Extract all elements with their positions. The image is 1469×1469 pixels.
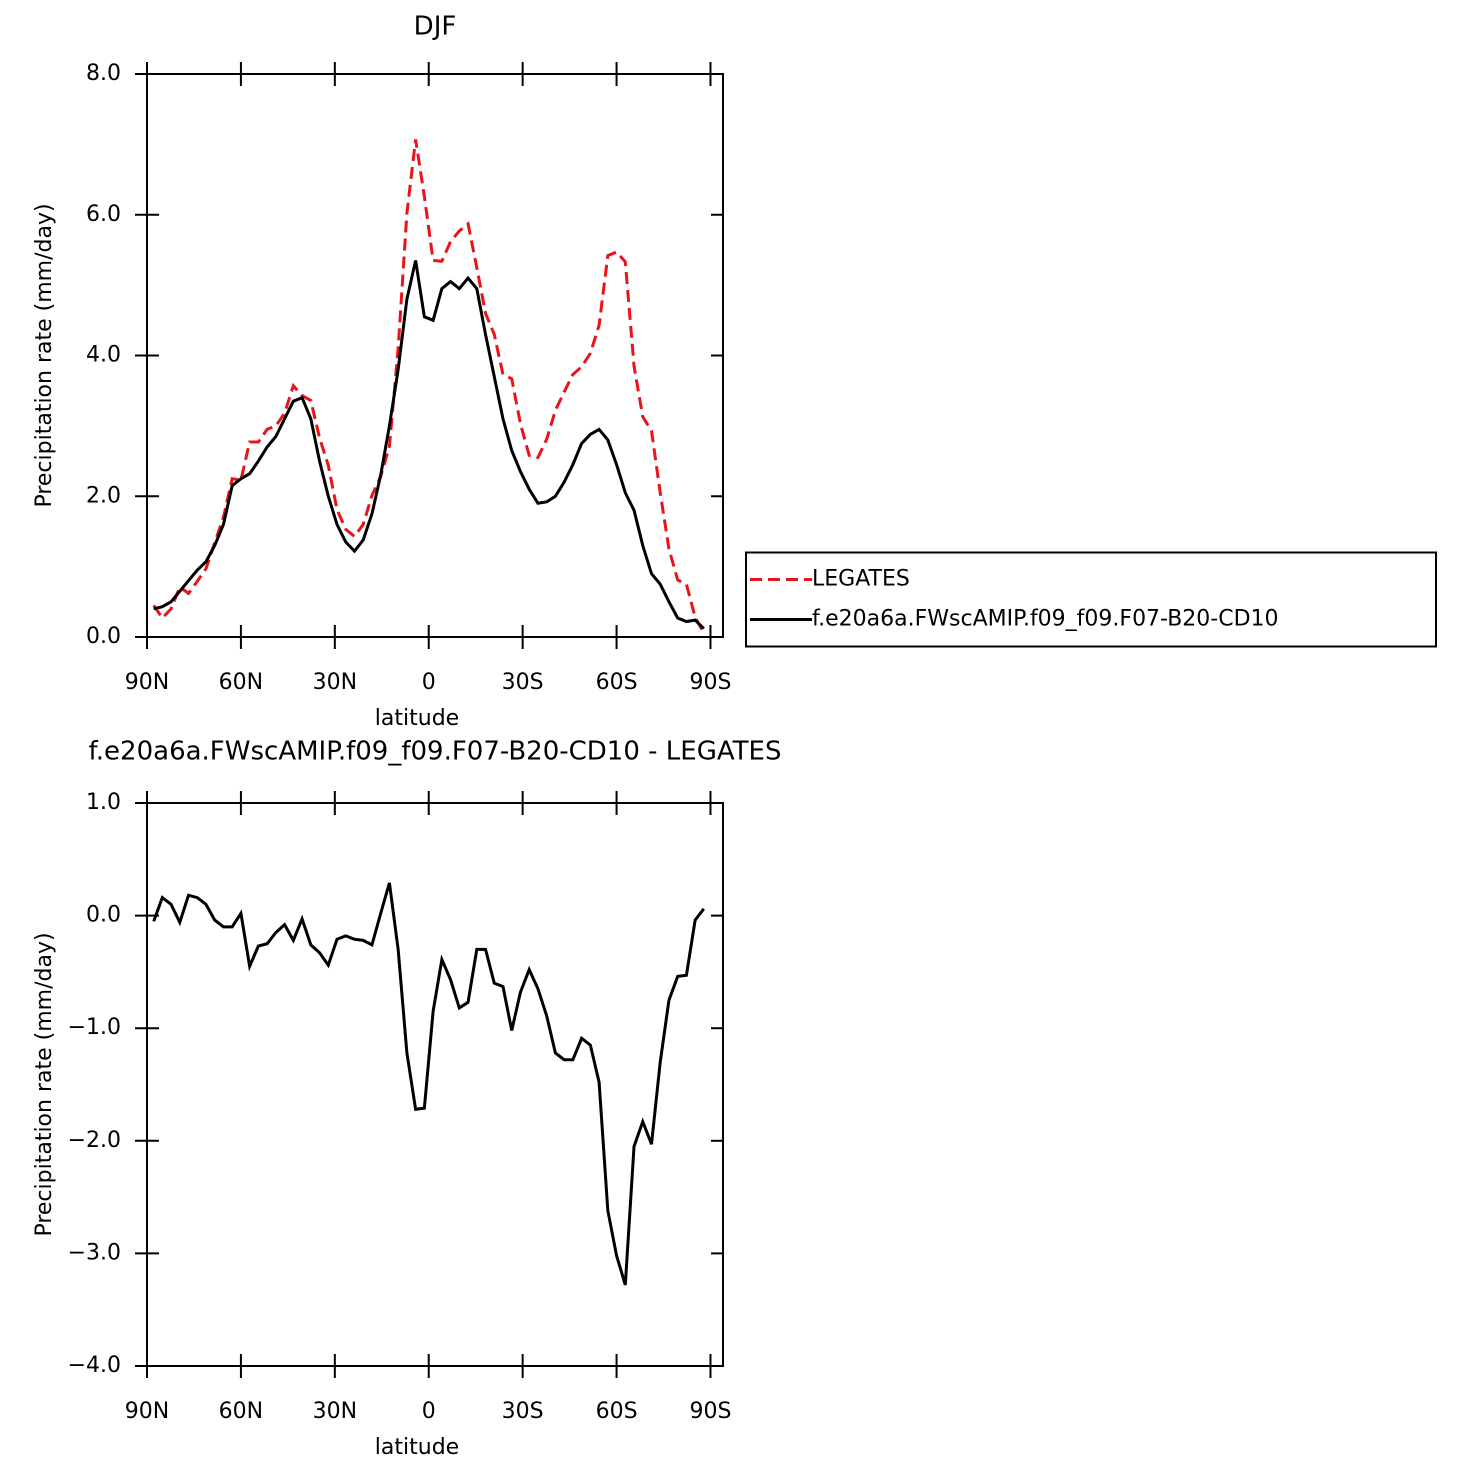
x-tick-label: 90S <box>689 1399 731 1424</box>
x-tick-label: 90N <box>125 670 169 695</box>
y-tick-label: 2.0 <box>86 483 121 508</box>
legend-label: LEGATES <box>812 567 910 592</box>
x-axis-label: latitude <box>375 706 459 731</box>
x-tick-label: 30S <box>502 670 544 695</box>
y-tick-label: −3.0 <box>68 1240 121 1265</box>
x-tick-label: 30N <box>313 1399 357 1424</box>
y-axis-label: Precipitation rate (mm/day) <box>32 932 57 1236</box>
x-tick-label: 0 <box>422 670 436 695</box>
x-tick-label: 30N <box>313 670 357 695</box>
x-tick-label: 90N <box>125 1399 169 1424</box>
x-tick-label: 60N <box>219 1399 263 1424</box>
series-line <box>153 260 705 630</box>
series-line <box>152 882 705 1286</box>
x-axis-label: latitude <box>375 1435 459 1460</box>
legend-label: f.e20a6a.FWscAMIP.f09_f09.F07-B20-CD10 <box>812 607 1279 632</box>
legend: LEGATES f.e20a6a.FWscAMIP.f09_f09.F07-B20… <box>745 551 1437 648</box>
y-tick-label: −1.0 <box>68 1015 121 1040</box>
chart-title: DJF <box>414 12 457 42</box>
legend-box <box>745 551 1437 648</box>
x-tick-label: 60N <box>219 670 263 695</box>
y-tick-label: 8.0 <box>86 61 121 86</box>
y-tick-label: −2.0 <box>68 1128 121 1153</box>
plot-frame <box>146 73 724 638</box>
series-line <box>152 139 706 634</box>
x-tick-label: 30S <box>502 1399 544 1424</box>
plot-frame <box>146 802 724 1367</box>
y-tick-label: 0.0 <box>86 903 121 928</box>
y-tick-label: −4.0 <box>68 1353 121 1378</box>
chart-title: f.e20a6a.FWscAMIP.f09_f09.F07-B20-CD10 -… <box>89 737 782 767</box>
y-tick-label: 4.0 <box>86 343 121 368</box>
y-tick-label: 1.0 <box>86 790 121 815</box>
y-tick-label: 0.0 <box>86 624 121 649</box>
x-tick-label: 60S <box>596 1399 638 1424</box>
x-tick-label: 60S <box>596 670 638 695</box>
x-tick-label: 90S <box>689 670 731 695</box>
y-tick-label: 6.0 <box>86 202 121 227</box>
x-tick-label: 0 <box>422 1399 436 1424</box>
y-axis-label: Precipitation rate (mm/day) <box>32 203 57 507</box>
